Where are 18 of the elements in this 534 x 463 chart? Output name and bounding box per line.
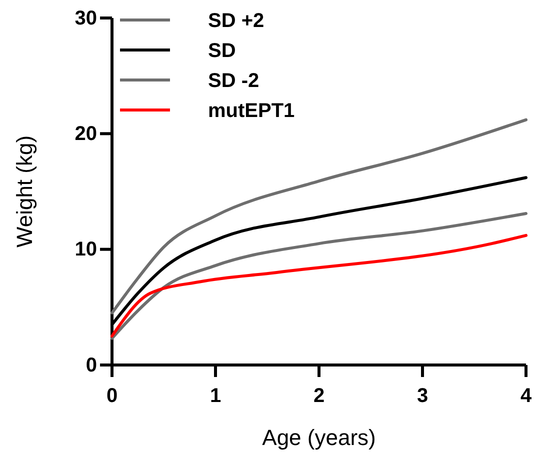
y-tick-label: 30	[74, 7, 97, 30]
x-tick-label: 1	[210, 385, 222, 407]
x-tick-label: 3	[416, 385, 428, 407]
x-tick-label: 2	[313, 385, 325, 407]
y-tick-label: 0	[86, 354, 97, 376]
line-series	[110, 212, 528, 340]
line-series	[110, 234, 528, 338]
legend-label: SD +2	[208, 10, 264, 32]
y-tick-label: 10	[74, 238, 97, 261]
x-tick-label: 0	[106, 385, 118, 407]
x-axis-title: Age (years)	[262, 425, 376, 450]
y-tick-label: 20	[74, 123, 97, 146]
line-series	[110, 118, 528, 314]
legend-label: mutEPT1	[208, 100, 295, 122]
y-axis-title: Weight (kg)	[12, 135, 37, 248]
legend-label: SD	[208, 40, 236, 62]
legend-label: SD -2	[208, 70, 260, 92]
x-tick-label: 4	[520, 385, 532, 407]
